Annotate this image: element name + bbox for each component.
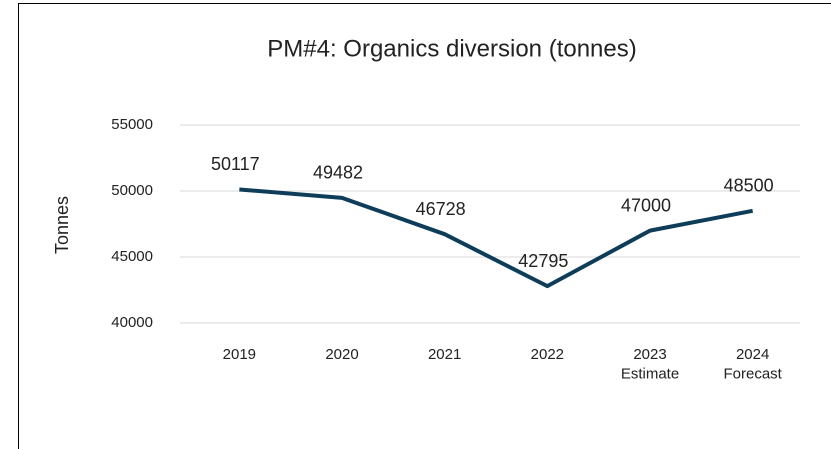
line: [239, 187, 754, 289]
x-tick-label: 2024 Forecast: [723, 346, 782, 383]
y-axis-label: Tonnes: [52, 196, 72, 254]
data-label: 42795: [518, 251, 568, 271]
y-tick-label: 50000: [111, 182, 153, 199]
data-label: 47000: [621, 195, 671, 215]
data-label: 48500: [724, 176, 774, 196]
y-tick-label: 55000: [111, 116, 153, 133]
y-tick-label: 40000: [111, 314, 153, 331]
x-tick-label: 2021: [428, 346, 461, 363]
chart-title: PM#4: Organics diversion (tonnes): [267, 35, 637, 62]
data-label: 50117: [211, 154, 260, 174]
x-tick-label: 2020: [325, 346, 358, 363]
x-tick-label: 2022: [531, 346, 564, 363]
y-tick-label: 45000: [111, 248, 153, 265]
x-tick-label: 2019: [223, 346, 256, 363]
data-label: 46728: [416, 199, 466, 219]
data-label: 49482: [313, 163, 363, 183]
x-tick-label: 2023 Estimate: [621, 346, 679, 383]
